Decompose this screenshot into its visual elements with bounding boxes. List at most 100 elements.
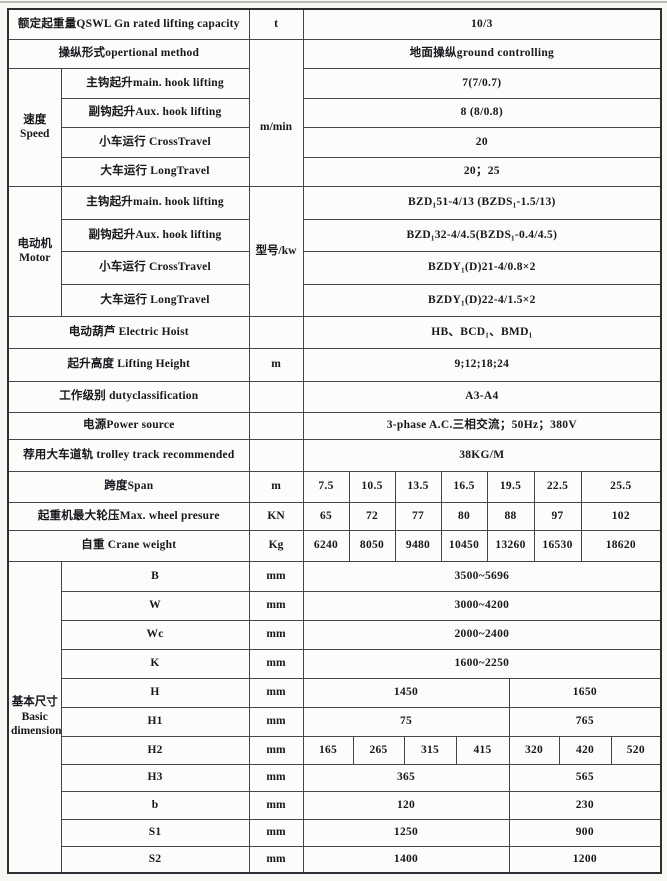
crane-weight-value-cell: 10450 [440,529,488,562]
dim-Wc-label: Wc [60,619,250,650]
row-motor-aux-hook: 副钩起升Aux. hook lifting BZD₁32-4/4.5(BZDS₁… [8,218,662,252]
wheel-pressure-value-cell: 80 [440,501,488,531]
row-electric-hoist: 电动葫芦 Electric Hoist HB、BCD₁、BMD₁ [7,315,662,349]
speed-aux-hook-value: 8 (8/0.8) [302,97,662,128]
motor-cross-travel-value: BZDY₁(D)21-4/0.8×2 [302,250,662,285]
dim-B-value: 3500~5696 [302,560,662,592]
wheel-pressure-label: 起重机最大轮压Max. wheel presure [7,501,250,531]
dim-H-left-value: 1450 [302,677,510,708]
row-dim-S2: S2 mm 1400 1200 [8,845,662,874]
dim-H2-label: H2 [60,735,250,765]
span-label: 跨度Span [7,470,250,503]
power-source-unit [248,411,304,440]
row-speed-long-travel: 大车运行 LongTravel 20；25 [8,156,662,187]
dim-H3-left-value: 365 [302,763,510,792]
rated-capacity-unit: t [248,8,304,40]
crane-weight-unit: Kg [248,529,304,562]
row-lifting-height: 起升高度 Lifting Height m 9;12;18;24 [7,347,662,382]
span-value-cell: 13.5 [394,470,442,503]
row-dim-H1: H1 mm 75 765 [8,706,662,737]
row-operational-method: 操纵形式opertional method 地面操纵ground control… [7,38,662,69]
lifting-height-unit: m [248,347,304,382]
trolley-track-label: 荐用大车道轨 trolley track recommended [7,438,250,472]
dim-S1-left-value: 1250 [302,818,510,847]
span-unit: m [248,470,304,503]
wheel-pressure-value-cell: 77 [394,501,442,531]
dim-H2-value-cell: 320 [508,735,560,765]
wheel-pressure-value-cell: 88 [486,501,535,531]
dim-H1-right-value: 765 [508,706,662,737]
row-power-source: 电源Power source 3-phase A.C.三相交流；50Hz；380… [7,411,662,440]
dim-b-left-value: 120 [302,790,510,820]
dim-H2-value-cell: 420 [558,735,612,765]
dim-Wc-value: 2000~2400 [302,619,662,650]
crane-weight-value-cell: 16530 [533,529,582,562]
row-duty-classification: 工作级别 dutyclassification A3-A4 [7,380,662,413]
duty-classification-value: A3-A4 [302,380,662,413]
row-dim-H: H mm 1450 1650 [8,677,662,708]
speed-aux-hook-label: 副钩起升Aux. hook lifting [60,97,250,128]
electric-hoist-label: 电动葫芦 Electric Hoist [7,315,250,349]
dim-H1-unit: mm [248,706,304,737]
motor-aux-hook-value: BZD₁32-4/4.5(BZDS₁-0.4/4.5) [302,218,662,252]
wheel-pressure-unit: KN [248,501,304,531]
crane-spec-table: 额定起重量QSWL Gn rated lifting capacity t 10… [7,8,663,874]
speed-cross-travel-label: 小车运行 CrossTravel [60,126,250,158]
row-dim-B: 基本尺寸 Basic dimensions B mm 3500~5696 [7,560,662,874]
span-value-cell: 25.5 [580,470,662,503]
speed-category-label: 速度 Speed [7,67,62,187]
dimensions-category-label: 基本尺寸 Basic dimensions [7,560,62,874]
speed-long-travel-label: 大车运行 LongTravel [60,156,250,187]
speed-main-hook-value: 7(7/0.7) [302,67,662,99]
row-span: 跨度Span m 7.5 10.5 13.5 16.5 19.5 22.5 25… [7,470,662,503]
dim-K-label: K [60,648,250,679]
dim-H2-value-cell: 165 [302,735,354,765]
dim-H1-label: H1 [60,706,250,737]
rated-capacity-value: 10/3 [302,8,662,40]
row-dim-K: K mm 1600~2250 [8,648,662,679]
row-dim-H3: H3 mm 365 565 [8,763,662,792]
row-motor-long-travel: 大车运行 LongTravel BZDY₁(D)22-4/1.5×2 [8,283,662,317]
motor-aux-hook-label: 副钩起升Aux. hook lifting [60,218,250,252]
span-value-cell: 7.5 [302,470,350,503]
dim-H-right-value: 1650 [508,677,662,708]
dim-B-label: B [60,560,250,592]
crane-weight-value-cell: 8050 [348,529,396,562]
operational-method-unit [248,38,304,68]
wheel-pressure-value-cell: 65 [302,501,350,531]
span-value-cell: 16.5 [440,470,488,503]
dim-S2-unit: mm [248,845,304,874]
crane-weight-value-cell: 6240 [302,529,350,562]
dim-H3-unit: mm [248,763,304,792]
span-value-cell: 19.5 [486,470,535,503]
motor-category-label: 电动机 Motor [7,185,62,317]
crane-weight-label: 自重 Crane weight [7,529,250,562]
row-dim-H2: H2 mm 165 265 315 415 320 420 520 [8,735,662,765]
power-source-label: 电源Power source [7,411,250,440]
motor-cross-travel-label: 小车运行 CrossTravel [60,250,250,285]
electric-hoist-value: HB、BCD₁、BMD₁ [302,315,662,349]
row-crane-weight: 自重 Crane weight Kg 6240 8050 9480 10450 … [7,529,662,562]
lifting-height-label: 起升高度 Lifting Height [7,347,250,382]
motor-long-travel-label: 大车运行 LongTravel [60,283,250,317]
crane-weight-value-cell: 13260 [486,529,535,562]
trolley-track-value: 38KG/M [302,438,662,472]
motor-unit: 型号/kw [248,185,304,317]
motor-long-travel-value: BZDY₁(D)22-4/1.5×2 [302,283,662,317]
speed-main-hook-label: 主钩起升main. hook lifting [60,67,250,99]
row-dim-Wc: Wc mm 2000~2400 [8,619,662,650]
dim-H-label: H [60,677,250,708]
dim-B-unit: mm [248,560,304,592]
row-dim-W: W mm 3000~4200 [8,590,662,621]
dim-H-unit: mm [248,677,304,708]
scan-page-edge [0,1,667,3]
dim-W-unit: mm [248,590,304,621]
span-value-cell: 22.5 [533,470,582,503]
dim-H2-value-cell: 520 [610,735,662,765]
dim-H3-label: H3 [60,763,250,792]
dim-H2-value-cell: 315 [403,735,457,765]
operational-method-label: 操纵形式opertional method [7,38,250,69]
dim-S2-left-value: 1400 [302,845,510,874]
crane-weight-value-cell: 9480 [394,529,442,562]
power-source-value: 3-phase A.C.三相交流；50Hz；380V [302,411,662,440]
